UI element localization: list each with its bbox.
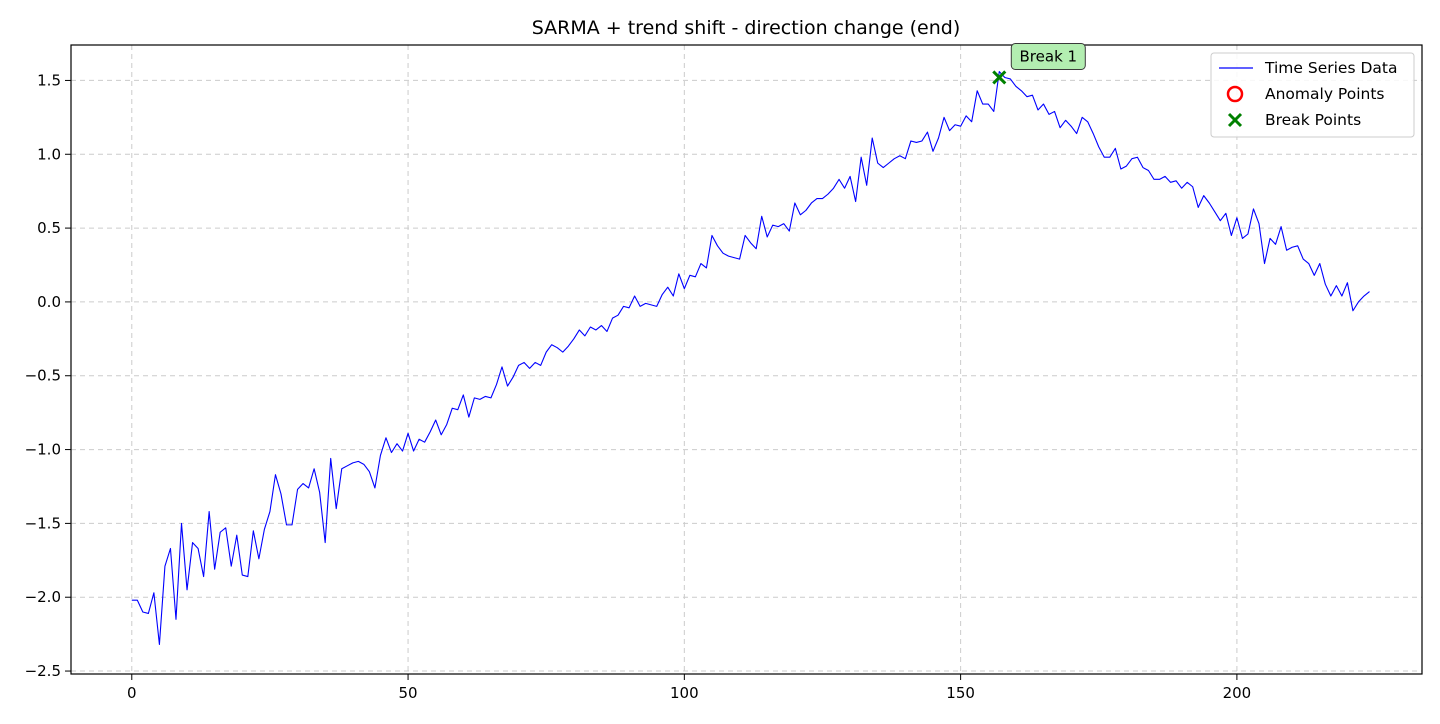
grid (71, 45, 1422, 674)
chart-title: SARMA + trend shift - direction change (… (532, 17, 961, 39)
y-tick-label: −0.5 (25, 367, 61, 385)
series-layer (131, 71, 1370, 646)
break-point-x-stroke (992, 70, 1007, 85)
y-tick-label: 1.5 (37, 71, 61, 89)
x-tick-label: 200 (1223, 684, 1252, 702)
legend-swatch-x (1227, 112, 1243, 128)
legend-box (1210, 52, 1415, 138)
y-tick-label: 1.0 (37, 145, 61, 163)
legend-label: Break Points (1265, 111, 1361, 129)
y-tick-label: −1.0 (25, 441, 61, 459)
x-tick-label: 50 (399, 684, 418, 702)
marker-layer (992, 70, 1007, 85)
break-label-box (1010, 42, 1086, 70)
y-tick-label: −2.5 (25, 662, 61, 680)
legend-swatch-circle (1226, 85, 1244, 103)
x-tick-label: 150 (946, 684, 975, 702)
x-tick-label: 0 (127, 684, 137, 702)
y-tick-label: −2.0 (25, 588, 61, 606)
legend: Time Series Data Anomaly Points Break Poin… (1210, 52, 1415, 138)
legend-label: Time Series Data (1264, 59, 1397, 77)
annotations: Break 1 (1010, 42, 1086, 70)
axis-ticks: 0 50 100 150 200 −2.5 −2.0 −1.5 −1.0 −0.5 0.0 0.5 1.… (25, 71, 1252, 702)
legend-label: Anomaly Points (1265, 85, 1384, 103)
break-point-marker (992, 70, 1007, 85)
y-tick-label: 0.0 (37, 293, 61, 311)
plot-area-frame (70, 44, 1423, 675)
break-label-text: Break 1 (1020, 47, 1078, 65)
y-tick-label: −1.5 (25, 514, 61, 532)
y-tick-label: 0.5 (37, 219, 61, 237)
x-tick-label: 100 (670, 684, 699, 702)
series-line-time-series-data (131, 71, 1370, 646)
